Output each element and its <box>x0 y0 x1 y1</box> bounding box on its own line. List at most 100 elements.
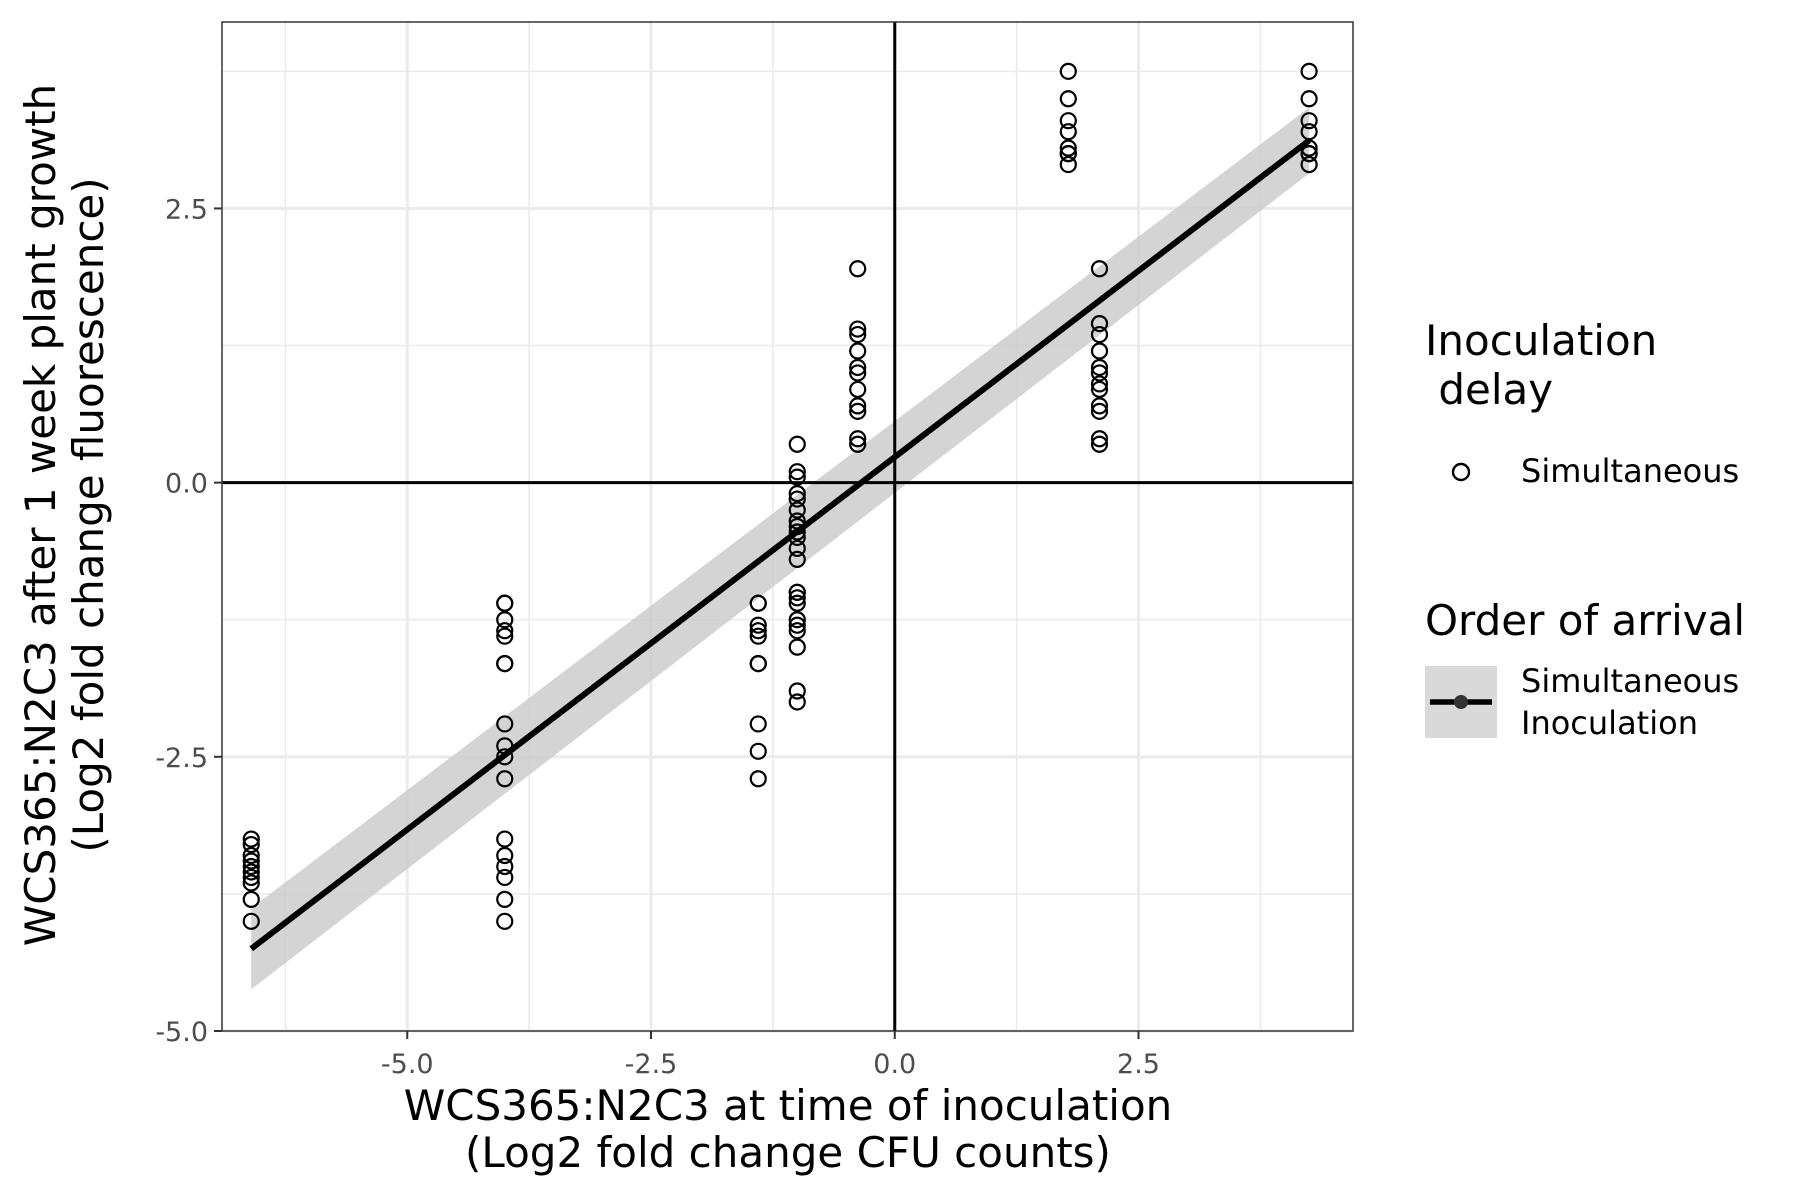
data-point <box>849 320 867 338</box>
data-point <box>849 325 867 344</box>
data-point <box>788 594 806 612</box>
data-point <box>849 430 867 448</box>
data-point <box>242 835 260 854</box>
panel-border <box>221 21 1354 1032</box>
data-point <box>1090 435 1109 453</box>
data-point <box>1059 155 1077 174</box>
confidence-band <box>251 107 1310 990</box>
data-point <box>242 830 260 848</box>
data-point <box>1059 62 1077 80</box>
data-point <box>1090 397 1109 415</box>
legend-order-of-arrival: Order of arrival Simultaneous Inoculatio… <box>1425 596 1745 742</box>
data-point <box>788 539 806 558</box>
data-point <box>1090 358 1109 377</box>
data-point <box>496 868 514 887</box>
data-point <box>788 693 806 711</box>
data-point <box>1090 375 1109 393</box>
legend-title: Order of arrival <box>1425 596 1745 645</box>
data-point <box>788 622 806 640</box>
data-point <box>788 523 806 541</box>
data-point <box>496 594 514 612</box>
data-point <box>749 594 767 612</box>
data-point <box>496 611 514 629</box>
data-point <box>849 342 867 360</box>
x-axis-title-line-2: (Log2 fold change CFU counts) <box>465 1128 1111 1177</box>
data-point <box>1090 315 1109 333</box>
data-point <box>496 857 514 876</box>
data-point <box>496 770 514 788</box>
x-axis-title-line-1: WCS365:N2C3 at time of inoculation <box>404 1081 1173 1130</box>
data-point <box>749 627 767 645</box>
data-point <box>849 364 867 382</box>
data-point <box>1090 402 1109 420</box>
data-point <box>242 852 260 870</box>
confidence-band-layer <box>251 107 1310 990</box>
data-point <box>849 260 867 278</box>
data-point <box>1059 90 1077 108</box>
data-point <box>496 654 514 673</box>
regression-line <box>249 138 1311 952</box>
data-point <box>1059 145 1077 163</box>
data-point <box>788 616 806 634</box>
data-point <box>1300 112 1318 130</box>
data-point <box>242 874 260 892</box>
data-point <box>749 616 767 634</box>
data-point <box>242 868 260 887</box>
data-point <box>242 863 260 881</box>
data-point <box>849 435 867 453</box>
data-point <box>496 830 514 848</box>
data-point <box>242 912 260 930</box>
data-point <box>788 468 806 486</box>
data-point <box>788 501 806 519</box>
data-point <box>788 463 806 481</box>
data-point <box>849 402 867 420</box>
fit-line-layer <box>249 138 1311 952</box>
data-point <box>849 397 867 415</box>
legend-entry-line-2: Inoculation <box>1521 704 1698 742</box>
data-point <box>496 715 514 733</box>
data-point <box>1300 90 1318 108</box>
y-axis-ticks: -5.0 -2.5 0.0 2.5 <box>155 194 222 1048</box>
data-point <box>749 742 767 760</box>
data-point <box>1090 430 1109 448</box>
data-point <box>749 622 767 640</box>
legend-point-key <box>1451 462 1471 482</box>
legend-entry-line-1: Simultaneous <box>1521 662 1739 700</box>
data-point <box>1300 62 1318 80</box>
data-point <box>496 846 514 865</box>
data-point <box>749 715 767 733</box>
data-point <box>1300 123 1318 141</box>
data-point <box>242 846 260 865</box>
data-point <box>849 380 867 399</box>
data-point <box>1059 123 1077 141</box>
data-point <box>1059 139 1077 157</box>
data-point <box>1090 380 1109 399</box>
data-point <box>788 490 806 508</box>
y-tick-label: -5.0 <box>155 1017 208 1048</box>
data-point <box>496 627 514 645</box>
data-point <box>849 358 867 377</box>
y-tick-label: 0.0 <box>165 469 208 500</box>
data-point <box>496 748 514 766</box>
data-point <box>1300 155 1318 174</box>
y-axis-title-line-1: WCS365:N2C3 after 1 week plant growth <box>16 84 65 947</box>
y-axis-title-line-2: (Log2 fold change fluorescence) <box>64 177 113 852</box>
data-point <box>788 583 806 601</box>
data-point <box>788 589 806 607</box>
data-point <box>749 770 767 788</box>
y-tick-label: -2.5 <box>155 743 208 774</box>
data-point <box>788 682 806 700</box>
y-tick-label: 2.5 <box>165 194 208 225</box>
legend-title-line-2: delay <box>1425 365 1553 414</box>
data-point <box>788 638 806 656</box>
x-axis-ticks: -5.0 -2.5 0.0 2.5 <box>381 1031 1160 1080</box>
legend-line-key-dot <box>1454 695 1468 709</box>
legend-entry-simultaneous: Simultaneous <box>1521 452 1739 490</box>
data-point <box>788 550 806 569</box>
x-tick-label: -5.0 <box>381 1049 434 1080</box>
x-tick-label: -2.5 <box>625 1049 678 1080</box>
x-tick-label: 2.5 <box>1117 1049 1160 1080</box>
reference-lines <box>222 22 1353 1031</box>
